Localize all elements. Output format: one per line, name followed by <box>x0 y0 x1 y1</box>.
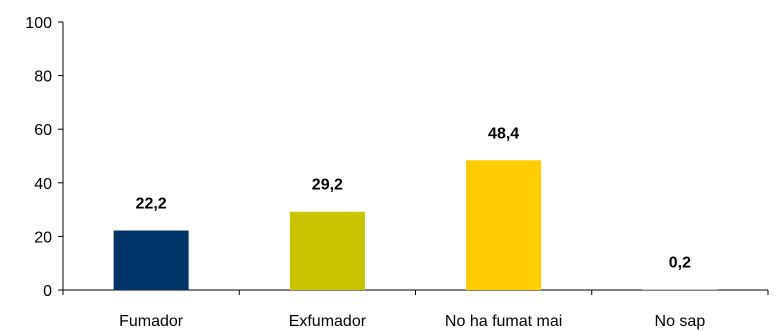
data-label: 0,2 <box>669 254 691 271</box>
bar-exfumador <box>289 211 365 290</box>
bar-no-ha-fumat-mai <box>466 160 542 290</box>
y-tick-label: 80 <box>34 69 52 86</box>
data-label: 22,2 <box>136 196 167 213</box>
data-label: 48,4 <box>488 125 519 142</box>
category-label: No ha fumat mai <box>445 313 562 330</box>
y-tick-label: 0 <box>43 283 52 300</box>
data-label: 29,2 <box>312 177 343 194</box>
y-tick-label: 20 <box>34 229 52 246</box>
bar-fumador <box>113 230 189 290</box>
bars <box>113 160 718 290</box>
category-labels: Fumador Exfumador No ha fumat mai No sap <box>119 313 705 330</box>
y-tick-label: 100 <box>25 15 52 32</box>
bar-no-sap <box>642 289 718 290</box>
category-label: Fumador <box>119 313 184 330</box>
y-tick-label: 40 <box>34 176 52 193</box>
y-tick-label: 60 <box>34 122 52 139</box>
category-label: No sap <box>655 313 706 330</box>
data-labels: 22,2 29,2 48,4 0,2 <box>136 125 692 271</box>
category-label: Exfumador <box>289 313 367 330</box>
x-axis <box>62 289 769 295</box>
y-axis: 0 20 40 60 80 100 <box>25 15 64 300</box>
